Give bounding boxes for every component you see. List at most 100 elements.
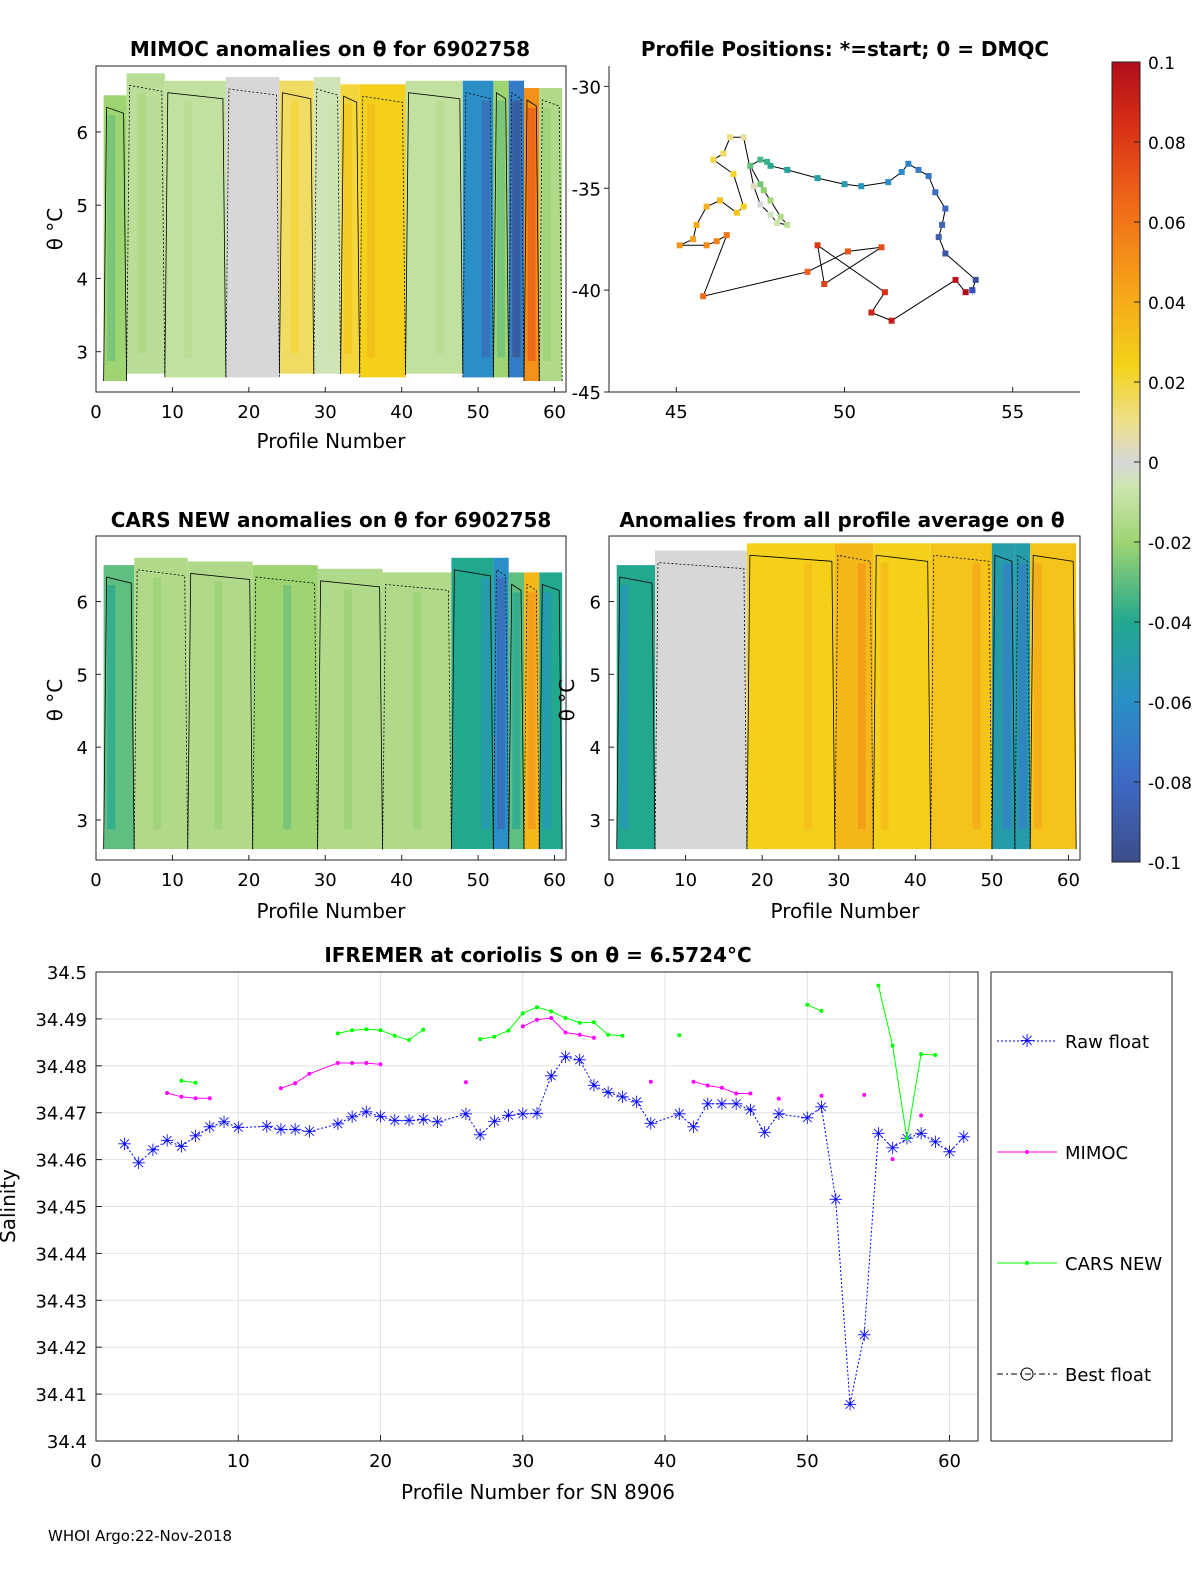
cars-line: [181, 1080, 196, 1084]
legend-item-best-float: Best float: [997, 1365, 1151, 1386]
raw-float-point: ✳: [516, 1105, 530, 1125]
cars-point: [492, 1034, 497, 1039]
raw-float-point: ✳: [160, 1131, 174, 1151]
x-tick-label: 0: [90, 1451, 101, 1472]
x-tick-label: 40: [904, 870, 927, 891]
raw-float-point: ✳: [715, 1095, 729, 1115]
x-tick-label: 0: [90, 870, 101, 891]
position-marker: [740, 203, 747, 210]
raw-float-point: ✳: [288, 1121, 302, 1141]
heatmap-core: [804, 563, 813, 830]
raw-float-point: ✳: [942, 1143, 956, 1163]
legend-box: [990, 971, 1173, 1442]
x-tick-label: 60: [543, 870, 566, 891]
colorbar-tick-label: -0.04: [1148, 614, 1192, 634]
y-tick-label: -35: [572, 179, 601, 200]
cars-point: [819, 1008, 824, 1013]
x-tick-label: 20: [751, 870, 774, 891]
position-marker: [740, 134, 747, 141]
mimoc-point: [193, 1096, 198, 1101]
raw-float-point: ✳: [558, 1048, 572, 1068]
y-tick-label: 4: [77, 738, 88, 759]
cars-point: [364, 1027, 369, 1032]
mimoc-ticks: 0 10 20 30 40 50 60 3 4 5 6: [77, 123, 566, 423]
position-marker: [720, 150, 727, 157]
y-tick-label: -45: [572, 383, 601, 404]
cars-panel: CARS NEW anomalies on θ for 6902758 0 10 2…: [43, 508, 567, 923]
mimoc-line: [166, 1092, 210, 1099]
mimoc-point: [919, 1113, 924, 1118]
colorbar-tick-label: 0.04: [1148, 294, 1186, 314]
y-tick-label: 34.45: [35, 1198, 87, 1219]
x-tick-label: 30: [511, 1451, 534, 1472]
cars-point: [179, 1078, 184, 1083]
y-tick-label: -40: [572, 281, 601, 302]
position-marker: [710, 156, 717, 163]
allavg-ticks: 0 10 20 30 40 50 60 3 4 5 6: [590, 593, 1080, 891]
raw-float-point: ✳: [829, 1190, 843, 1210]
y-tick-label: 6: [77, 123, 88, 144]
legend-mimoc-label: MIMOC: [1065, 1143, 1128, 1164]
raw-float-point: ✳: [146, 1141, 160, 1161]
position-marker: [693, 221, 700, 228]
heatmap-core: [1018, 563, 1027, 830]
x-tick-label: 50: [980, 870, 1003, 891]
mimoc-point: [890, 1157, 895, 1162]
heatmap-core: [497, 100, 505, 358]
salinity-legend: ✳ Raw float MIMOC CARS NEW Best float: [990, 971, 1173, 1442]
mimoc-point: [179, 1094, 184, 1099]
heatmap-column: [359, 84, 406, 378]
heatmap-column: [655, 550, 747, 850]
mimoc-point: [335, 1061, 340, 1065]
salinity-ylabel: Salinity: [0, 1169, 20, 1243]
cars-point: [535, 1005, 539, 1010]
contour-line: [462, 92, 494, 378]
salinity-ticks: 0 10 20 30 40 50 60 34.4 34.41 34.42 34.43 34.44 34.…: [35, 963, 961, 1472]
cars-point: [577, 1020, 582, 1025]
cars-point: [378, 1028, 383, 1033]
contour-line: [538, 99, 563, 382]
contour-line: [103, 106, 127, 382]
heatmap-core: [527, 108, 536, 361]
mimoc-point: [748, 1091, 753, 1096]
raw-float-point: ✳: [757, 1123, 771, 1143]
position-marker: [730, 171, 737, 177]
mimoc-xlabel: Profile Number: [257, 429, 407, 453]
mimoc-point: [719, 1085, 724, 1090]
position-marker: [703, 203, 710, 210]
heatmap-core: [328, 97, 337, 354]
raw-float-point: ✳: [886, 1139, 900, 1159]
contour-line: [103, 576, 135, 850]
y-tick-label: 34.4: [47, 1432, 87, 1453]
contour-line: [616, 576, 656, 850]
position-marker: [821, 281, 828, 287]
raw-float-point: ✳: [615, 1088, 629, 1108]
legend-cars-label: CARS NEW: [1065, 1254, 1162, 1275]
y-tick-label: 34.49: [35, 1010, 87, 1031]
cars-line: [807, 1004, 822, 1012]
cars-axes-box: [95, 535, 567, 861]
position-marker: [939, 221, 946, 228]
raw-float-point: ✳: [501, 1107, 515, 1127]
contour-line: [872, 554, 932, 850]
position-marker: [676, 242, 683, 249]
cars-point: [520, 1011, 525, 1016]
raw-float-line: [124, 1056, 965, 1405]
position-marker: [804, 268, 811, 275]
y-tick-label: 6: [77, 593, 88, 614]
contour-line: [126, 84, 166, 374]
raw-float-point: ✳: [857, 1326, 871, 1346]
raw-float-point: ✳: [302, 1122, 316, 1142]
contour-line: [382, 583, 452, 850]
position-marker: [750, 183, 757, 190]
legend-item-mimoc: MIMOC: [997, 1143, 1128, 1164]
heatmap-column: [225, 77, 280, 378]
contour-line: [654, 562, 748, 850]
position-marker: [888, 317, 895, 324]
contour-line: [1014, 554, 1031, 850]
raw-float-point: ✳: [729, 1095, 743, 1115]
position-marker: [952, 276, 959, 283]
heatmap-core: [527, 592, 536, 830]
cars-title: CARS NEW anomalies on θ for 6902758: [111, 508, 552, 532]
salinity-panel: IFREMER at coriolis S on θ = 6.5724°C 0 1…: [0, 943, 1173, 1504]
